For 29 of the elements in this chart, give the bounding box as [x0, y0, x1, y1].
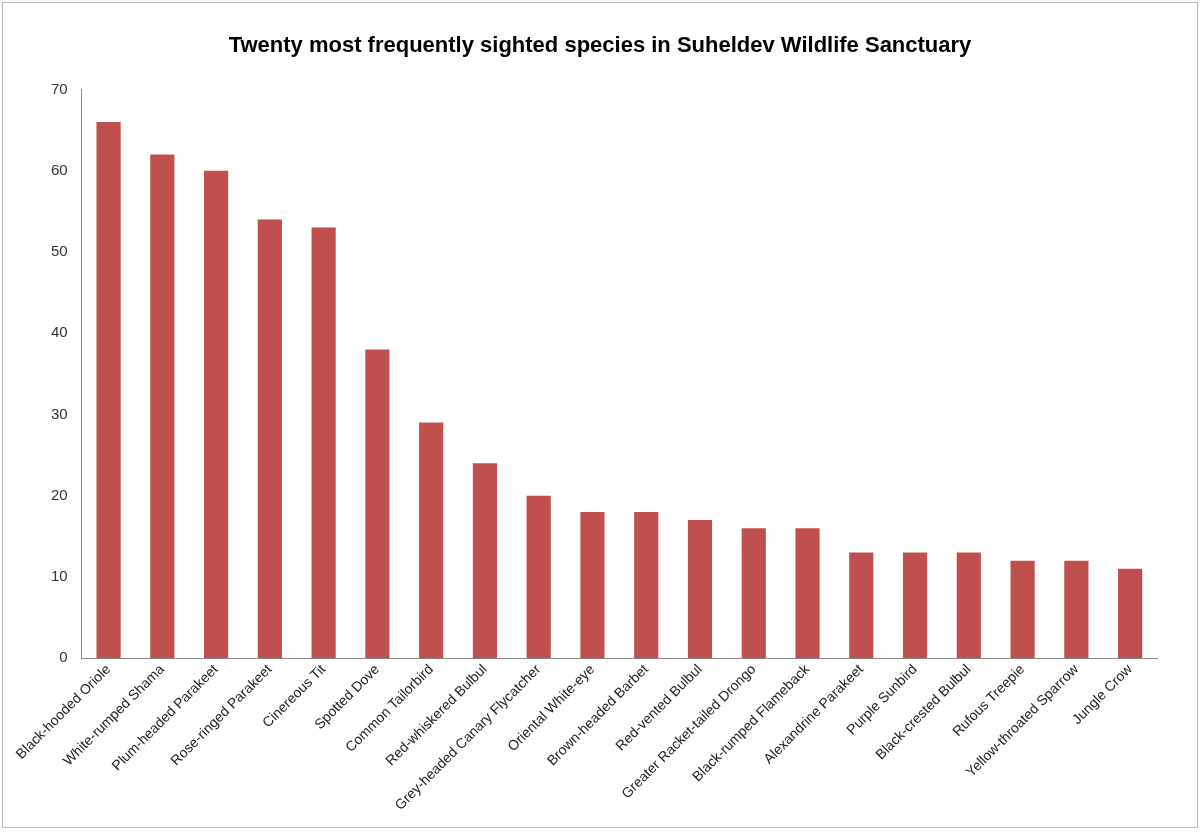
bar: [687, 520, 713, 659]
bar: [580, 511, 605, 659]
bar: [741, 528, 766, 659]
bar: [634, 511, 659, 659]
y-tick-label: 30: [51, 404, 68, 422]
bar: [419, 422, 444, 659]
bar: [472, 463, 498, 659]
y-tick-label: 60: [51, 160, 68, 178]
bar: [150, 154, 175, 659]
bar: [204, 170, 229, 659]
bar: [849, 552, 874, 659]
y-tick-label: 20: [51, 485, 68, 503]
y-tick-label: 40: [51, 323, 68, 341]
bar: [96, 121, 121, 659]
bar: [1064, 560, 1089, 659]
chart-title: Twenty most frequently sighted species in Suheldev Wildlife Sanctuary: [228, 32, 973, 58]
bar: [365, 349, 390, 659]
bar: [902, 552, 928, 659]
bar: [311, 227, 336, 659]
y-tick-label: 70: [51, 79, 68, 97]
bar: [795, 528, 820, 659]
bar: [956, 552, 981, 659]
bar: [1118, 568, 1143, 659]
bar: [1010, 560, 1035, 659]
y-tick-label: 50: [51, 242, 68, 260]
bar: [257, 219, 282, 659]
bar: [526, 495, 551, 659]
y-tick-label: 10: [51, 567, 68, 585]
y-tick-label: 0: [59, 648, 68, 666]
